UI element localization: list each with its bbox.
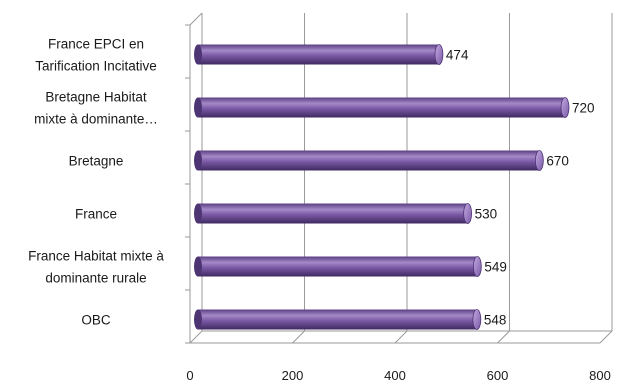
bar-end-cap [434, 44, 444, 65]
bar-end-cap [472, 256, 482, 277]
bar-end-cap [472, 309, 482, 330]
data-label: 720 [572, 101, 595, 116]
bar [194, 256, 482, 277]
category-label: Bretagne Habitat mixte à dominante… [34, 90, 158, 127]
data-label: 530 [475, 207, 498, 222]
bar-start-cap [194, 97, 202, 118]
bar-body [198, 44, 439, 65]
bar [194, 44, 444, 65]
floor-line-0 [189, 330, 203, 344]
bar-body [198, 150, 540, 171]
bar-end-cap [560, 97, 570, 118]
x-tick-label: 200 [282, 368, 304, 383]
bar-body [198, 309, 477, 330]
floor-line-800 [599, 330, 613, 344]
bar-body [198, 256, 478, 277]
bar-start-cap [194, 150, 202, 171]
bars [194, 44, 570, 330]
bar-start-cap [194, 44, 202, 65]
bar-body [198, 97, 565, 118]
data-label: 474 [446, 48, 469, 63]
floor-line-600 [497, 330, 510, 344]
x-tick-label: 400 [384, 368, 406, 383]
bar-end-cap [534, 150, 544, 171]
category-label: France Habitat mixte à dominante rurale [28, 249, 164, 286]
category-label: France EPCI en Tarification Incitative [35, 37, 157, 74]
category-label: OBC [81, 313, 111, 328]
x-tick-label: 0 [186, 368, 193, 383]
category-label: France [75, 207, 117, 222]
floor-line-200 [292, 330, 305, 344]
data-label: 549 [484, 260, 507, 275]
left-wall-top [189, 12, 203, 26]
bar-end-cap [463, 203, 473, 224]
bar-start-cap [194, 203, 202, 224]
bar [194, 203, 473, 224]
data-label: 670 [546, 154, 569, 169]
bar [194, 309, 482, 330]
category-label: Bretagne [69, 154, 124, 169]
bar [194, 150, 544, 171]
bar-start-cap [194, 309, 202, 330]
bar [194, 97, 570, 118]
bar-start-cap [194, 256, 202, 277]
data-label: 548 [484, 313, 507, 328]
labels: 0 200 400 600 800 474 France EPCI en Tarificati… [28, 37, 611, 384]
x-tick-label: 800 [589, 368, 611, 383]
axes [185, 12, 613, 344]
floor-line-400 [394, 330, 408, 344]
bar-body [198, 203, 468, 224]
x-tick-label: 600 [487, 368, 509, 383]
